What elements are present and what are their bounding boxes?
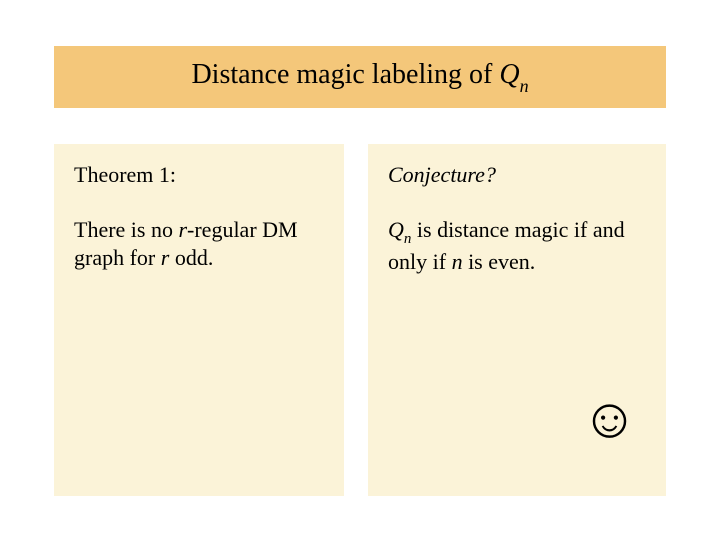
title-subscript: n [520, 76, 529, 96]
left-heading: Theorem 1: [74, 162, 324, 188]
title-band: Distance magic labeling of Qn [54, 46, 666, 108]
title-symbol: Q [499, 59, 519, 90]
right-body: Qn is distance magic if and only if n is… [388, 216, 646, 276]
right-Q: Q [388, 217, 404, 242]
left-t1: There is no [74, 217, 178, 242]
left-t3: odd. [169, 245, 213, 270]
left-r1: r [178, 217, 187, 242]
slide-title: Distance magic labeling of Qn [191, 59, 528, 95]
right-sub-n: n [404, 231, 412, 247]
title-prefix: Distance magic labeling of [191, 59, 499, 90]
right-heading: Conjecture? [388, 162, 646, 188]
smiley-icon: ☺ [581, 385, 638, 450]
slide: Distance magic labeling of Qn Theorem 1:… [0, 0, 720, 540]
right-t2: is even. [463, 249, 536, 274]
left-body: There is no r-regular DM graph for r odd… [74, 216, 324, 271]
right-panel: Conjecture? Qn is distance magic if and … [368, 144, 666, 496]
right-n2: n [452, 249, 463, 274]
left-panel: Theorem 1: There is no r-regular DM grap… [54, 144, 344, 496]
